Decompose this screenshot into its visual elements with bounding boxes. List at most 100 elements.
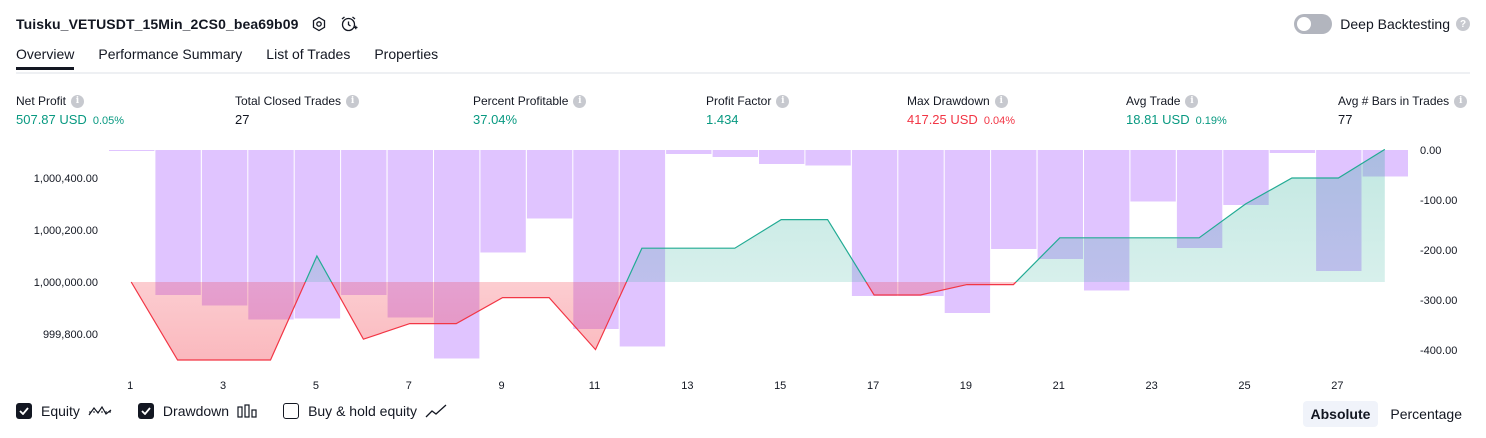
drawdown-bar xyxy=(1269,150,1316,153)
deep-backtesting-toggle[interactable] xyxy=(1294,14,1333,34)
metric-percent: 0.04% xyxy=(983,115,1016,127)
equity-area-positive xyxy=(131,149,1385,282)
drawdown-bar xyxy=(434,150,480,359)
drawdown-bar xyxy=(294,150,341,319)
x-axis-tick: 11 xyxy=(589,380,600,392)
legend-equity[interactable]: Equity xyxy=(16,403,112,419)
info-icon[interactable]: i xyxy=(994,94,1008,108)
drawdown-bar xyxy=(341,150,387,295)
help-icon[interactable]: ? xyxy=(1456,17,1470,31)
x-axis-tick: 1 xyxy=(127,380,133,392)
x-axis-tick: 21 xyxy=(1053,380,1065,392)
x-axis-tick: 17 xyxy=(867,380,879,392)
metric-value: 77 xyxy=(1338,112,1353,127)
drawdown-bars-icon xyxy=(237,404,257,418)
metric-percent: 0.19% xyxy=(1195,115,1227,127)
equity-line-negative xyxy=(130,282,1017,361)
metric-label: Avg # Bars in Trades xyxy=(1338,94,1450,108)
equity-drawdown-chart[interactable]: 1,000,400.00 1,000,200.00 1,000,000.00 999,… xyxy=(0,140,1486,396)
add-alert-clock-icon[interactable] xyxy=(340,15,358,33)
equity-area-negative xyxy=(131,282,1385,360)
tab-properties[interactable]: Properties xyxy=(374,46,439,62)
buy-hold-checkbox[interactable] xyxy=(283,403,300,419)
view-mode-switch: Absolute Percentage xyxy=(1299,401,1471,427)
right-axis-tick: -300.00 xyxy=(1420,295,1457,307)
info-icon[interactable]: i xyxy=(1185,94,1199,108)
right-axis-tick: -400.00 xyxy=(1420,345,1457,357)
tab-performance-summary[interactable]: Performance Summary xyxy=(98,46,243,62)
drawdown-bar xyxy=(759,150,805,164)
x-axis-tick: 25 xyxy=(1238,380,1250,392)
drawdown-bar xyxy=(155,150,201,295)
info-icon[interactable]: i xyxy=(776,94,790,108)
right-axis-tick: 0.00 xyxy=(1420,145,1441,157)
metric-max-drawdown: Max Drawdown i 417.25 USD 0.04% xyxy=(907,94,1015,127)
x-axis-tick: 3 xyxy=(220,380,226,392)
drawdown-bar xyxy=(712,150,758,157)
strategy-header: Tuisku_VETUSDT_15Min_2CS0_bea69b09 xyxy=(16,12,358,36)
drawdown-bar xyxy=(526,150,573,219)
buy-hold-line-icon xyxy=(425,404,447,418)
equity-line-icon xyxy=(88,404,112,418)
right-axis-tick: -200.00 xyxy=(1420,245,1457,257)
metric-value: 1.434 xyxy=(706,112,739,127)
legend-label: Buy & hold equity xyxy=(308,403,418,419)
info-icon[interactable]: i xyxy=(71,94,85,108)
drawdown-bar xyxy=(666,150,712,154)
drawdown-bar xyxy=(898,150,944,296)
metric-percent: 0.05% xyxy=(92,115,125,127)
metric-avg-bars-in-trades: Avg # Bars in Trades i 77 xyxy=(1338,94,1468,127)
chart-legend: Equity Drawdown Buy & hold equity xyxy=(16,403,473,419)
deep-backtesting-label: Deep Backtesting xyxy=(1340,16,1450,32)
drawdown-checkbox[interactable] xyxy=(137,403,154,419)
drawdown-bar xyxy=(109,150,155,151)
metric-value: 18.81 USD xyxy=(1126,112,1190,127)
x-axis-tick: 27 xyxy=(1331,380,1343,392)
drawdown-bar xyxy=(480,150,526,253)
left-axis-tick: 1,000,200.00 xyxy=(34,225,98,237)
deep-backtesting: Deep Backtesting ? xyxy=(1294,12,1470,36)
metric-profit-factor: Profit Factor i 1.434 xyxy=(706,94,790,127)
metric-value: 417.25 USD xyxy=(907,112,978,127)
metric-label: Percent Profitable xyxy=(473,94,569,108)
info-icon[interactable]: i xyxy=(346,94,360,108)
legend-buy-hold-equity[interactable]: Buy & hold equity xyxy=(283,403,447,419)
metric-label: Max Drawdown xyxy=(907,94,990,108)
x-axis-tick: 5 xyxy=(313,380,319,392)
tab-divider xyxy=(16,72,1470,74)
drawdown-bar xyxy=(805,150,851,166)
drawdown-bar xyxy=(201,150,248,306)
percentage-button[interactable]: Percentage xyxy=(1390,406,1462,422)
x-axis-tick: 9 xyxy=(499,380,505,392)
right-axis-tick: -100.00 xyxy=(1420,195,1457,207)
metric-label: Net Profit xyxy=(16,94,67,108)
x-axis-tick: 19 xyxy=(960,380,972,392)
metric-value: 507.87 USD xyxy=(16,112,87,127)
metric-label: Total Closed Trades xyxy=(235,94,342,108)
absolute-button[interactable]: Absolute xyxy=(1302,401,1379,427)
tab-list-of-trades[interactable]: List of Trades xyxy=(266,46,351,62)
left-axis-tick: 1,000,400.00 xyxy=(34,173,98,185)
metric-total-closed-trades: Total Closed Trades i 27 xyxy=(235,94,360,127)
equity-checkbox[interactable] xyxy=(16,403,32,419)
legend-label: Drawdown xyxy=(162,403,230,419)
metric-value: 37.04% xyxy=(473,112,518,127)
legend-drawdown[interactable]: Drawdown xyxy=(137,403,257,419)
metric-label: Avg Trade xyxy=(1126,94,1181,108)
info-icon[interactable]: i xyxy=(1454,94,1468,108)
report-tabs: Overview Performance Summary List of Tra… xyxy=(16,46,462,70)
x-axis-tick: 13 xyxy=(681,380,693,392)
metric-net-profit: Net Profit i 507.87 USD 0.05% xyxy=(16,94,124,127)
x-axis-tick: 7 xyxy=(406,380,412,392)
info-icon[interactable]: i xyxy=(573,94,587,108)
metric-label: Profit Factor xyxy=(706,94,772,108)
left-axis-tick: 1,000,000.00 xyxy=(34,277,98,289)
tab-overview[interactable]: Overview xyxy=(16,46,75,70)
strategy-title: Tuisku_VETUSDT_15Min_2CS0_bea69b09 xyxy=(16,16,299,32)
legend-label: Equity xyxy=(41,403,80,419)
metric-percent-profitable: Percent Profitable i 37.04% xyxy=(473,94,587,127)
left-axis-tick: 999,800.00 xyxy=(43,329,98,341)
metric-value: 27 xyxy=(235,112,250,127)
drawdown-bar xyxy=(991,150,1037,249)
gear-icon[interactable] xyxy=(310,15,328,33)
